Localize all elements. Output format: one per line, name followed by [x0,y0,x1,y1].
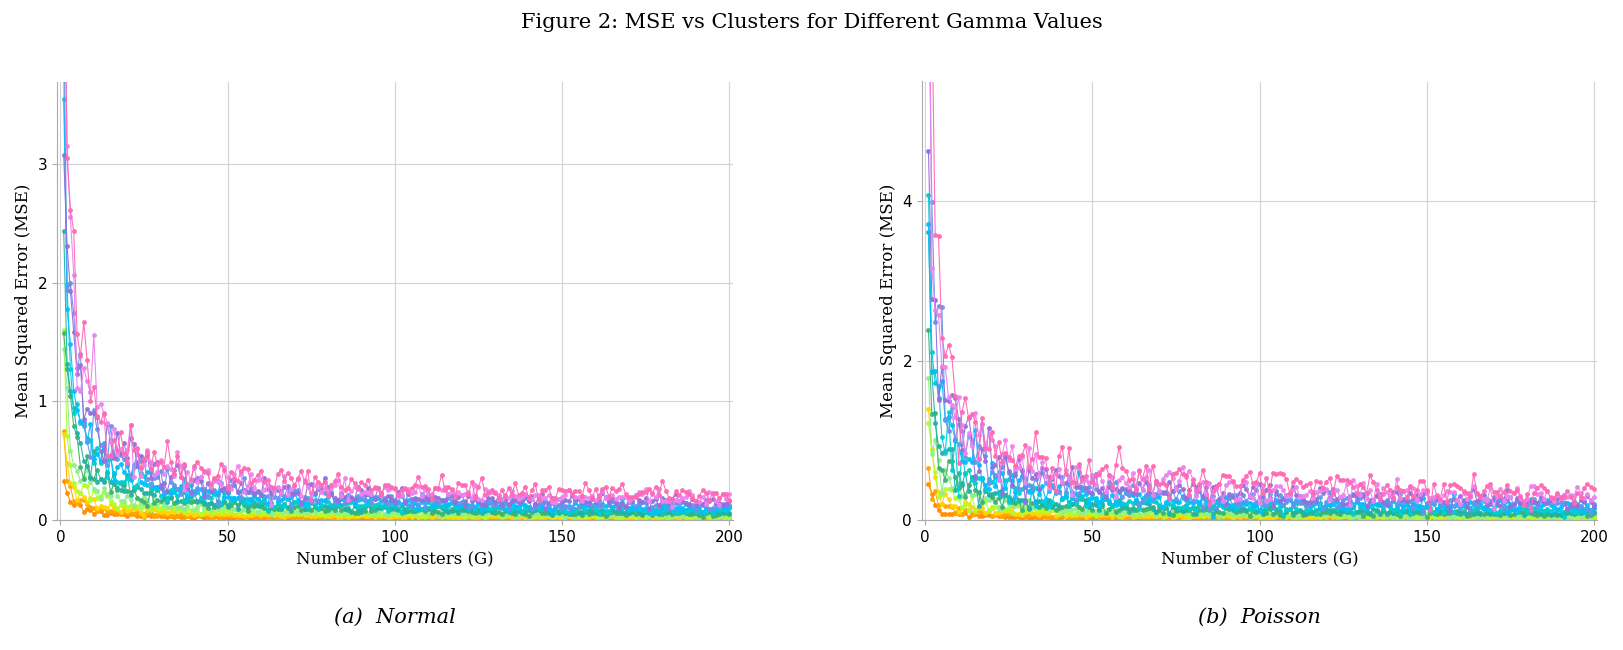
X-axis label: Number of Clusters (G): Number of Clusters (G) [1160,551,1357,567]
Y-axis label: Mean Squared Error (MSE): Mean Squared Error (MSE) [880,183,896,418]
Y-axis label: Mean Squared Error (MSE): Mean Squared Error (MSE) [15,183,32,418]
X-axis label: Number of Clusters (G): Number of Clusters (G) [295,551,493,567]
Text: (a)  Normal: (a) Normal [334,608,456,627]
Text: Figure 2: MSE vs Clusters for Different Gamma Values: Figure 2: MSE vs Clusters for Different … [521,13,1102,32]
Text: (b)  Poisson: (b) Poisson [1198,608,1319,627]
